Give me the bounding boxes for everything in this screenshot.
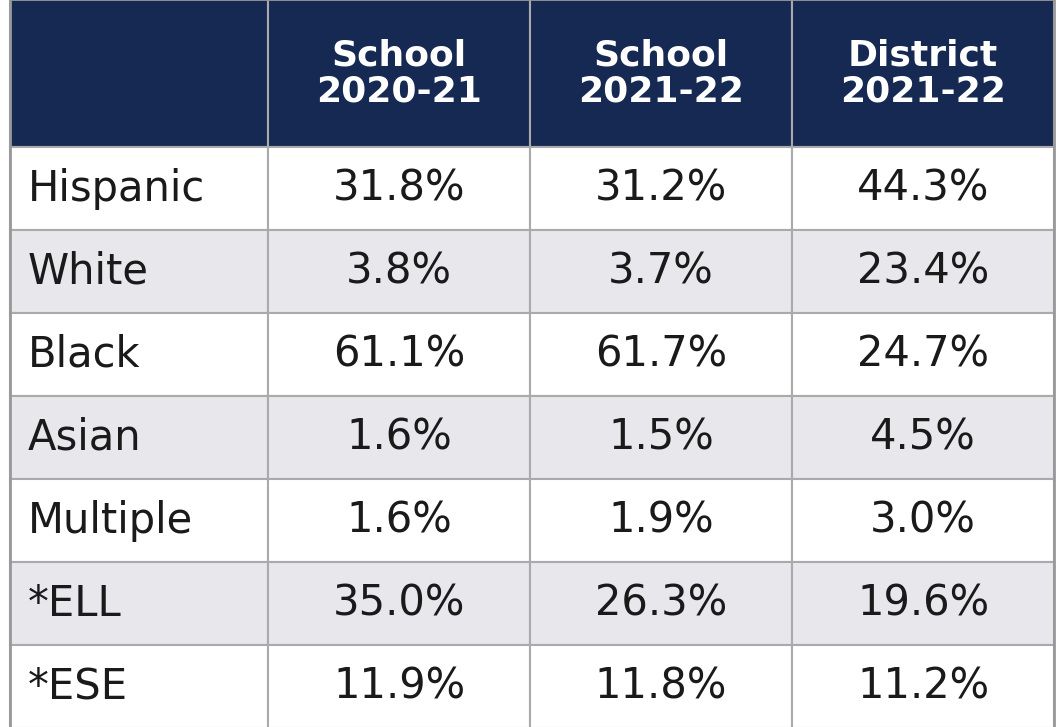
Bar — [268, 230, 530, 313]
Bar — [10, 147, 268, 230]
Bar — [268, 313, 530, 396]
Text: 19.6%: 19.6% — [857, 582, 990, 624]
Text: School: School — [332, 38, 466, 72]
Text: Asian: Asian — [28, 417, 142, 459]
Text: 3.0%: 3.0% — [870, 499, 976, 542]
Bar — [268, 147, 530, 230]
Text: District: District — [848, 38, 998, 72]
Text: 1.6%: 1.6% — [346, 499, 452, 542]
Text: Black: Black — [28, 334, 140, 376]
Text: 11.9%: 11.9% — [333, 665, 465, 707]
Bar — [792, 396, 1054, 479]
Bar — [10, 230, 268, 313]
Text: 1.9%: 1.9% — [609, 499, 714, 542]
Text: 24.7%: 24.7% — [857, 334, 990, 376]
Bar — [268, 562, 530, 645]
Bar — [792, 479, 1054, 562]
Bar — [10, 645, 268, 727]
Bar — [792, 645, 1054, 727]
Bar — [268, 396, 530, 479]
Text: 11.2%: 11.2% — [857, 665, 990, 707]
Text: 31.8%: 31.8% — [333, 167, 465, 209]
Bar — [530, 0, 792, 147]
Text: 44.3%: 44.3% — [857, 167, 990, 209]
Bar — [10, 562, 268, 645]
Bar — [792, 313, 1054, 396]
Bar — [792, 147, 1054, 230]
Text: *ELL: *ELL — [28, 582, 121, 624]
Bar — [10, 479, 268, 562]
Text: White: White — [28, 251, 149, 292]
Text: 11.8%: 11.8% — [595, 665, 727, 707]
Text: 3.8%: 3.8% — [346, 251, 452, 292]
Bar — [530, 562, 792, 645]
Text: 26.3%: 26.3% — [595, 582, 727, 624]
Text: 35.0%: 35.0% — [333, 582, 465, 624]
Bar — [268, 645, 530, 727]
Text: 61.7%: 61.7% — [595, 334, 727, 376]
Text: Multiple: Multiple — [28, 499, 194, 542]
Bar — [530, 147, 792, 230]
Text: 1.6%: 1.6% — [346, 417, 452, 459]
Text: School: School — [594, 38, 729, 72]
Text: 1.5%: 1.5% — [609, 417, 714, 459]
Bar — [530, 645, 792, 727]
Text: 2020-21: 2020-21 — [316, 74, 482, 108]
Bar — [792, 562, 1054, 645]
Text: 61.1%: 61.1% — [333, 334, 465, 376]
Text: Hispanic: Hispanic — [28, 167, 205, 209]
Bar — [792, 230, 1054, 313]
Bar — [10, 0, 268, 147]
Text: 4.5%: 4.5% — [870, 417, 976, 459]
Bar — [10, 396, 268, 479]
Bar — [268, 479, 530, 562]
Text: 2021-22: 2021-22 — [841, 74, 1005, 108]
Text: 2021-22: 2021-22 — [578, 74, 744, 108]
Bar — [268, 0, 530, 147]
Bar — [530, 479, 792, 562]
Text: *ESE: *ESE — [28, 665, 128, 707]
Bar — [530, 230, 792, 313]
Text: 23.4%: 23.4% — [857, 251, 990, 292]
Text: 3.7%: 3.7% — [609, 251, 714, 292]
Bar — [530, 396, 792, 479]
Bar — [530, 313, 792, 396]
Bar — [10, 313, 268, 396]
Text: 31.2%: 31.2% — [595, 167, 727, 209]
Bar — [792, 0, 1054, 147]
